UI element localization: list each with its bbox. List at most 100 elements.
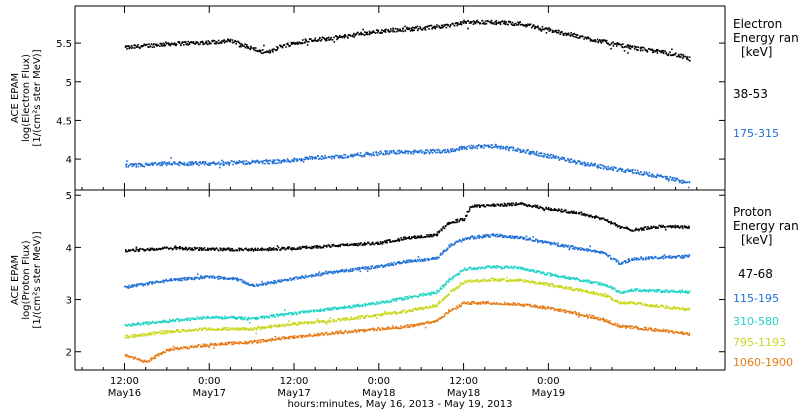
- data-point: [453, 149, 456, 151]
- data-point: [281, 279, 283, 282]
- data-point: [662, 225, 664, 228]
- data-point: [269, 51, 272, 54]
- data-point: [404, 262, 407, 264]
- data-point: [614, 299, 617, 302]
- data-point: [682, 56, 685, 58]
- data-point: [373, 31, 376, 33]
- data-point: [286, 158, 289, 160]
- data-point: [358, 266, 361, 269]
- data-point: [409, 310, 411, 313]
- data-point: [188, 41, 191, 44]
- data-point: [191, 161, 194, 163]
- data-point: [574, 36, 576, 38]
- data-point: [586, 290, 589, 292]
- data-point: [592, 293, 594, 295]
- data-point: [153, 282, 156, 284]
- data-point: [629, 260, 631, 262]
- data-point: [193, 249, 195, 251]
- data-point: [136, 46, 138, 48]
- data-point: [392, 240, 394, 242]
- data-point: [537, 26, 539, 29]
- data-point: [456, 22, 459, 25]
- data-point: [556, 274, 559, 277]
- data-point: [576, 247, 578, 249]
- data-point: [287, 247, 290, 250]
- data-point: [362, 266, 365, 269]
- data-point: [438, 230, 441, 232]
- data-point: [372, 302, 375, 305]
- data-point: [688, 181, 691, 183]
- data-point: [341, 270, 343, 273]
- data-point: [152, 357, 154, 360]
- data-point: [652, 304, 655, 306]
- data-point: [534, 271, 536, 273]
- data-point: [471, 281, 473, 283]
- data-point: [449, 277, 451, 280]
- data-point: [212, 40, 214, 43]
- data-point: [587, 164, 590, 166]
- data-point: [579, 35, 581, 37]
- data-point: [297, 43, 300, 45]
- data-point: [423, 153, 426, 155]
- data-point: [602, 168, 605, 170]
- data-point: [381, 300, 383, 303]
- data-point: [170, 320, 173, 322]
- data-point: [489, 265, 491, 268]
- data-point: [261, 280, 263, 283]
- data-point: [504, 235, 507, 237]
- data-point: [635, 258, 638, 261]
- data-point: [400, 237, 402, 239]
- data-point: [154, 355, 156, 357]
- data-point: [275, 282, 278, 284]
- data-point: [574, 161, 576, 163]
- data-point: [202, 43, 204, 46]
- data-point: [548, 154, 550, 157]
- data-point: [519, 237, 521, 240]
- data-point: [455, 148, 458, 150]
- data-point: [532, 282, 535, 284]
- data-point: [202, 41, 204, 44]
- data-point: [659, 289, 661, 291]
- proton-series-310-580: [124, 265, 691, 327]
- data-point: [157, 353, 159, 355]
- data-point: [253, 47, 255, 49]
- data-point: [126, 355, 128, 358]
- data-point: [152, 281, 154, 283]
- data-point: [586, 248, 588, 250]
- data-point: [422, 27, 425, 30]
- data-point: [470, 280, 473, 283]
- data-point: [354, 33, 357, 36]
- data-point: [532, 270, 534, 272]
- data-point: [513, 23, 516, 25]
- data-point: [453, 290, 456, 292]
- data-point: [257, 325, 260, 328]
- data-point: [552, 284, 554, 286]
- data-point: [239, 329, 241, 331]
- data-point: [255, 249, 257, 251]
- data-point: [357, 303, 360, 306]
- data-point: [481, 237, 484, 239]
- data-point: [366, 270, 369, 272]
- data-point: [417, 296, 419, 298]
- data-point: [681, 57, 684, 60]
- data-point: [142, 334, 145, 337]
- data-point: [172, 161, 175, 164]
- data-point: [488, 145, 490, 147]
- data-point: [519, 148, 521, 151]
- data-point: [355, 244, 358, 246]
- data-point: [342, 307, 344, 310]
- data-point: [253, 317, 255, 319]
- data-point: [175, 330, 178, 332]
- data-point: [135, 323, 137, 326]
- data-point: [479, 280, 482, 282]
- data-point: [212, 316, 214, 319]
- data-point: [612, 41, 614, 43]
- data-point: [606, 285, 608, 288]
- data-point: [676, 307, 679, 309]
- data-point: [388, 31, 391, 33]
- data-point: [473, 235, 476, 238]
- data-point: [184, 276, 186, 279]
- data-point: [661, 290, 663, 292]
- data-point: [330, 308, 333, 311]
- data-point: [596, 281, 598, 284]
